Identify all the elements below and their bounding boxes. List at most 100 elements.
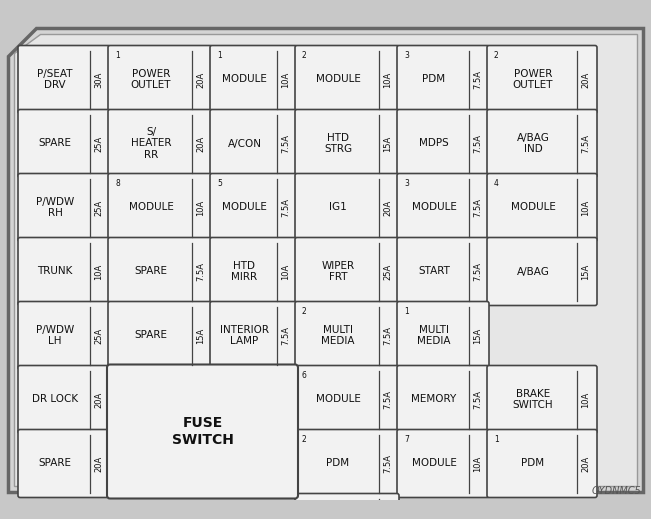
FancyBboxPatch shape: [108, 302, 212, 370]
FancyBboxPatch shape: [107, 364, 298, 499]
Text: MODULE: MODULE: [316, 394, 361, 404]
FancyBboxPatch shape: [18, 365, 110, 433]
FancyBboxPatch shape: [487, 238, 597, 306]
FancyBboxPatch shape: [108, 238, 212, 306]
Text: SPARE: SPARE: [135, 331, 167, 340]
Text: BRAKE
SWITCH: BRAKE SWITCH: [513, 389, 553, 411]
FancyBboxPatch shape: [108, 173, 212, 241]
FancyBboxPatch shape: [397, 430, 489, 498]
Text: START: START: [418, 266, 450, 277]
Text: MEMORY: MEMORY: [411, 394, 456, 404]
Polygon shape: [8, 28, 643, 491]
Text: 1: 1: [494, 435, 499, 444]
Text: 10A: 10A: [197, 199, 206, 215]
Text: OYDNMC5: OYDNMC5: [591, 485, 641, 496]
Text: 4: 4: [494, 180, 499, 188]
FancyBboxPatch shape: [18, 430, 110, 498]
Text: PDM: PDM: [326, 458, 350, 469]
Text: 25A: 25A: [94, 327, 104, 344]
Text: INTERIOR
LAMP: INTERIOR LAMP: [220, 325, 269, 346]
Text: 7.5A: 7.5A: [383, 390, 393, 409]
Text: 7.5A: 7.5A: [581, 134, 590, 153]
Text: 30A: 30A: [94, 71, 104, 88]
Text: 1: 1: [217, 51, 222, 61]
Polygon shape: [14, 34, 637, 485]
Text: S/
HEATER
RR: S/ HEATER RR: [131, 127, 171, 160]
FancyBboxPatch shape: [397, 173, 489, 241]
FancyBboxPatch shape: [487, 46, 597, 114]
Text: 20A: 20A: [581, 72, 590, 88]
FancyBboxPatch shape: [295, 494, 399, 519]
Text: 2: 2: [494, 51, 499, 61]
FancyBboxPatch shape: [397, 46, 489, 114]
Text: 7.5A: 7.5A: [473, 198, 482, 217]
FancyBboxPatch shape: [295, 238, 399, 306]
Text: MULTI
MEDIA: MULTI MEDIA: [321, 325, 355, 346]
Text: 10A: 10A: [281, 263, 290, 280]
Text: 15A: 15A: [473, 327, 482, 344]
Text: MODULE: MODULE: [510, 202, 555, 212]
FancyBboxPatch shape: [18, 46, 110, 114]
Text: 15A: 15A: [581, 263, 590, 280]
FancyBboxPatch shape: [295, 110, 399, 177]
Text: P/SEAT
DRV: P/SEAT DRV: [37, 69, 73, 90]
Text: 2: 2: [302, 51, 307, 61]
Text: 7.5A: 7.5A: [197, 262, 206, 281]
Text: TRUNK: TRUNK: [37, 266, 73, 277]
Text: MULTI
MEDIA: MULTI MEDIA: [417, 325, 450, 346]
FancyBboxPatch shape: [210, 110, 297, 177]
Text: 1: 1: [404, 307, 409, 317]
Text: HTD
MIRR: HTD MIRR: [232, 261, 258, 282]
Text: A/CON: A/CON: [227, 139, 262, 148]
Text: FUSE
SWITCH: FUSE SWITCH: [172, 416, 234, 447]
Text: 5: 5: [217, 180, 222, 188]
Text: 7.5A: 7.5A: [281, 326, 290, 345]
Text: MODULE: MODULE: [128, 202, 173, 212]
Text: 10A: 10A: [383, 72, 393, 88]
Text: 20A: 20A: [581, 455, 590, 472]
Text: 10A: 10A: [281, 72, 290, 88]
Text: 2: 2: [302, 435, 307, 444]
Text: 15A: 15A: [197, 327, 206, 344]
Text: P/WDW
LH: P/WDW LH: [36, 325, 74, 346]
FancyBboxPatch shape: [108, 110, 212, 177]
Text: HTD
STRG: HTD STRG: [324, 133, 352, 154]
Text: SPARE: SPARE: [38, 458, 72, 469]
Text: MDPS: MDPS: [419, 139, 449, 148]
FancyBboxPatch shape: [295, 46, 399, 114]
Text: 7.5A: 7.5A: [383, 454, 393, 473]
FancyBboxPatch shape: [487, 110, 597, 177]
Text: 8: 8: [115, 180, 120, 188]
FancyBboxPatch shape: [295, 430, 399, 498]
Text: MODULE: MODULE: [316, 75, 361, 85]
FancyBboxPatch shape: [295, 302, 399, 370]
Text: 15A: 15A: [383, 135, 393, 152]
Text: 10A: 10A: [581, 199, 590, 215]
FancyBboxPatch shape: [295, 365, 399, 433]
FancyBboxPatch shape: [487, 173, 597, 241]
FancyBboxPatch shape: [397, 302, 489, 370]
Text: 7.5A: 7.5A: [473, 134, 482, 153]
Text: P/WDW
RH: P/WDW RH: [36, 197, 74, 218]
Text: MODULE: MODULE: [411, 458, 456, 469]
Text: 10A: 10A: [473, 455, 482, 472]
Text: PDM: PDM: [521, 458, 545, 469]
Text: IG1: IG1: [329, 202, 347, 212]
FancyBboxPatch shape: [210, 173, 297, 241]
FancyBboxPatch shape: [295, 173, 399, 241]
Text: 25A: 25A: [94, 135, 104, 152]
Text: 1: 1: [115, 51, 120, 61]
FancyBboxPatch shape: [108, 46, 212, 114]
Text: 20A: 20A: [197, 135, 206, 152]
FancyBboxPatch shape: [487, 430, 597, 498]
Text: A/BAG
IND: A/BAG IND: [516, 133, 549, 154]
Text: MODULE: MODULE: [411, 202, 456, 212]
Text: 7.5A: 7.5A: [281, 198, 290, 217]
Text: DR LOCK: DR LOCK: [32, 394, 78, 404]
FancyBboxPatch shape: [18, 302, 110, 370]
FancyBboxPatch shape: [397, 365, 489, 433]
Text: 20A: 20A: [94, 391, 104, 407]
Text: 3: 3: [404, 180, 409, 188]
Text: 7.5A: 7.5A: [473, 262, 482, 281]
Text: 3: 3: [404, 51, 409, 61]
